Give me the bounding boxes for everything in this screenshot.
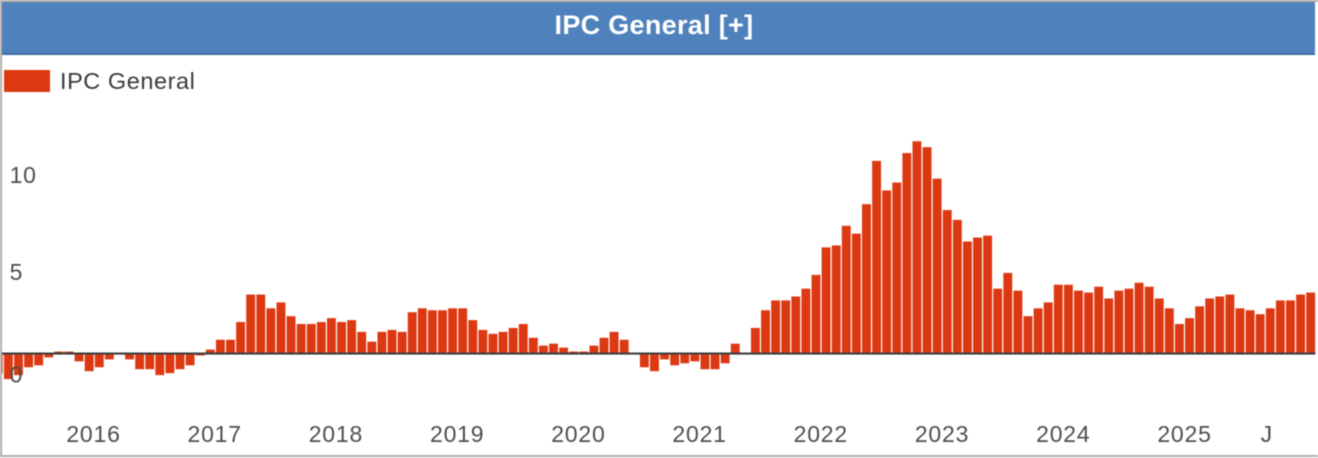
svg-text:0: 0 (10, 361, 24, 387)
svg-text:2025: 2025 (1157, 421, 1211, 447)
svg-text:2024: 2024 (1036, 421, 1090, 447)
svg-text:2020: 2020 (551, 421, 605, 447)
svg-text:J: J (1261, 421, 1273, 447)
svg-text:2016: 2016 (66, 421, 120, 447)
svg-text:2019: 2019 (430, 421, 484, 447)
svg-text:5: 5 (10, 259, 24, 285)
svg-text:2023: 2023 (915, 421, 969, 447)
svg-text:2017: 2017 (188, 421, 242, 447)
svg-text:2021: 2021 (672, 421, 726, 447)
svg-text:2022: 2022 (794, 421, 848, 447)
svg-text:2018: 2018 (309, 421, 363, 447)
svg-text:10: 10 (10, 162, 37, 188)
